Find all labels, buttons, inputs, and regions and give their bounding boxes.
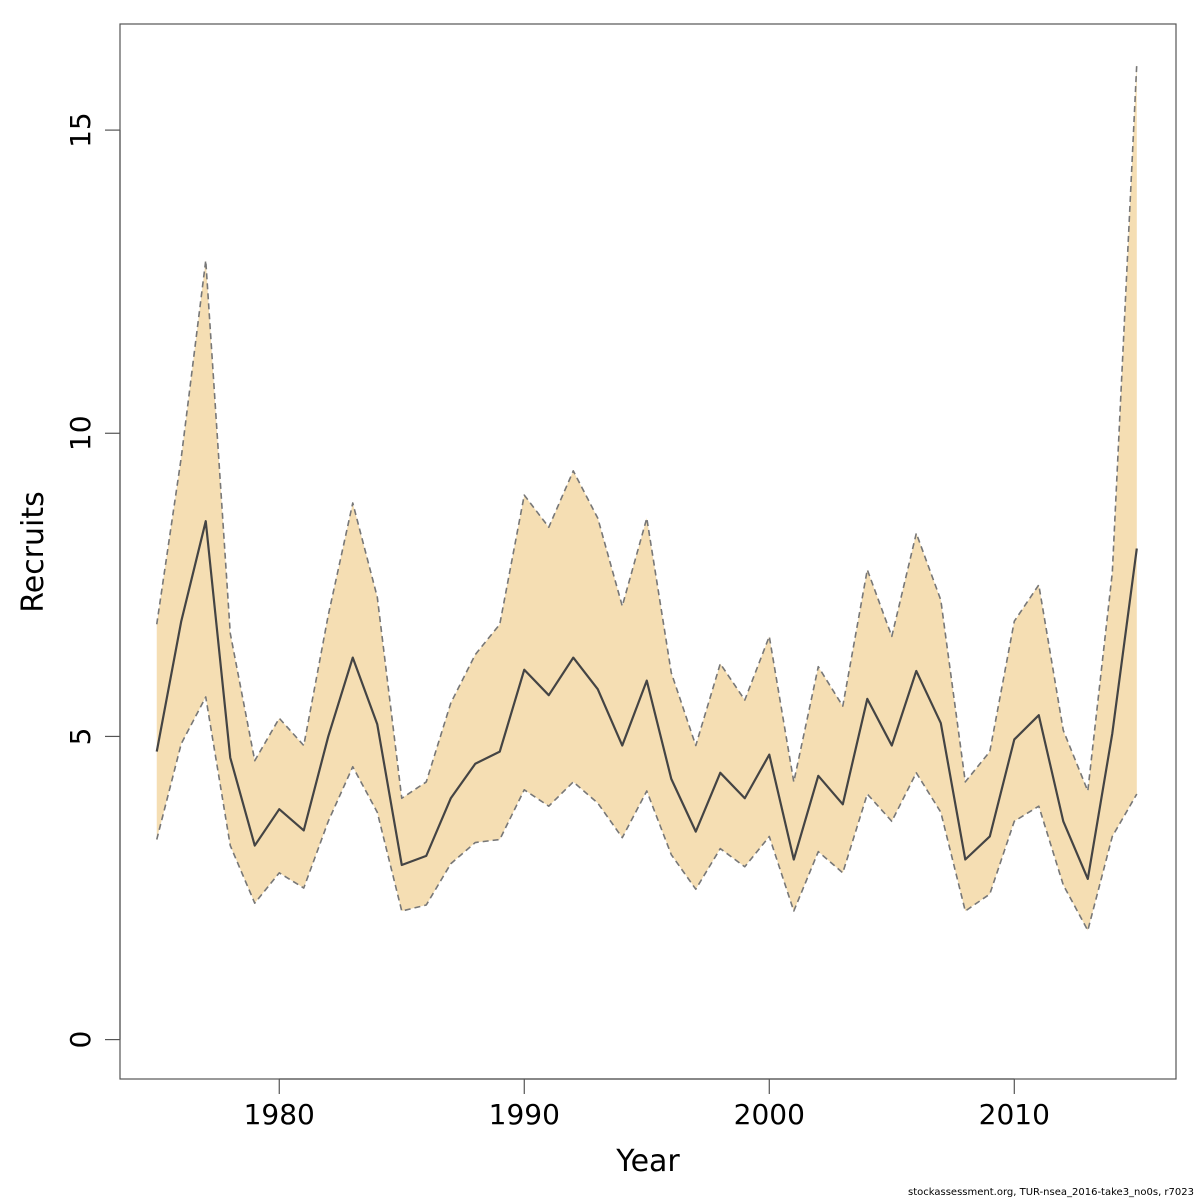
x-tick-label: 2010 [979,1098,1050,1131]
y-axis-title: Recruits [16,491,51,613]
x-axis-title: Year [615,1144,680,1179]
confidence-band-area [156,63,1137,931]
recruits-estimate-line [155,520,1138,881]
y-tick-label: 5 [64,728,97,746]
upper-bound-line [155,63,1138,800]
confidence-band-layer [156,63,1137,931]
x-tick-label: 1980 [244,1098,315,1131]
series-line-layer [155,63,1138,932]
y-tick-label: 15 [64,112,97,148]
x-tick-label: 2000 [734,1098,805,1131]
footer-source-text: stockassessment.org, TUR-nsea_2016-take3… [908,1187,1194,1198]
y-tick-label: 10 [64,415,97,451]
x-tick-label: 1990 [489,1098,560,1131]
lower-bound-line [155,696,1138,932]
y-tick-label: 0 [64,1031,97,1049]
x-axis: 1980 1990 2000 2010 [244,1078,1050,1131]
y-axis: 0 5 10 15 [64,112,121,1049]
